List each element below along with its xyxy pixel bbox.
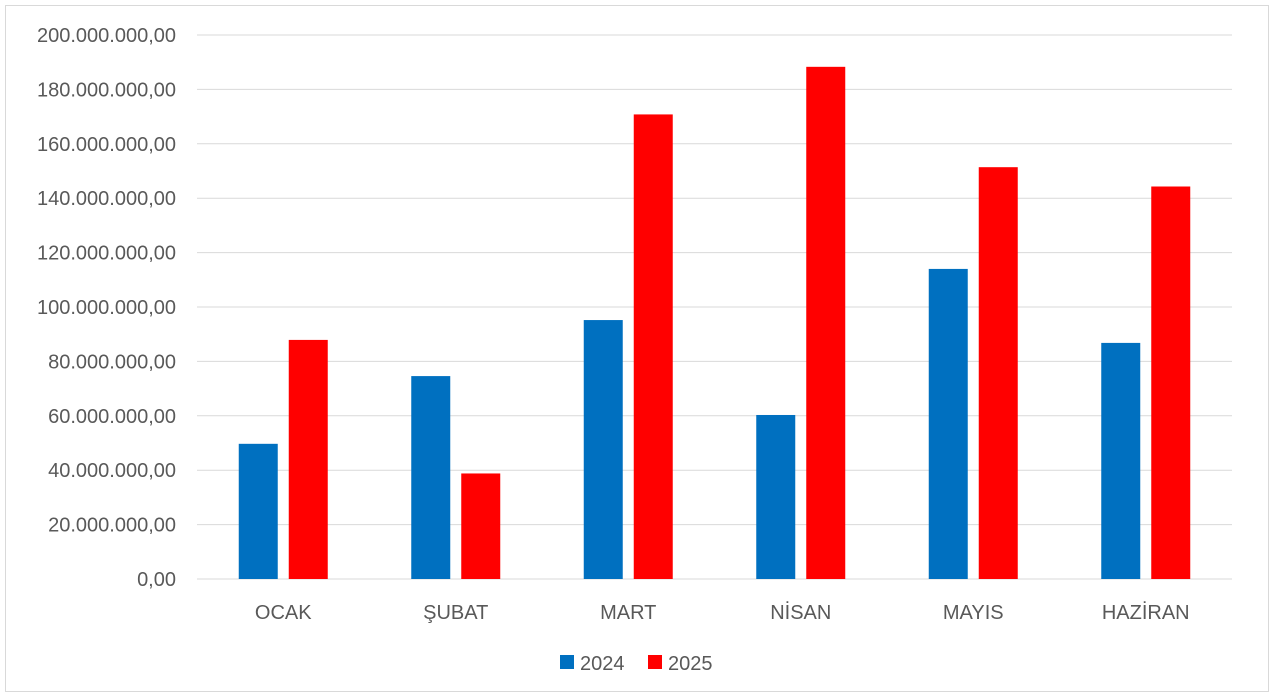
y-tick-label: 180.000.000,00 xyxy=(37,79,176,101)
bar-2024-ni̇san xyxy=(756,414,796,579)
y-tick-label: 160.000.000,00 xyxy=(37,134,176,156)
y-tick-label: 60.000.000,00 xyxy=(48,406,176,428)
bar-2025-şubat xyxy=(461,473,501,579)
y-tick-label: 20.000.000,00 xyxy=(48,515,176,537)
x-category-label: MART xyxy=(600,602,656,624)
y-tick-label: 140.000.000,00 xyxy=(37,188,176,210)
y-axis-tick-labels: 0,00 20.000.000,00 40.000.000,00 60.000.000… xyxy=(37,25,176,591)
bar-2024-mart xyxy=(583,320,623,579)
x-category-label: HAZİRAN xyxy=(1102,601,1190,624)
y-tick-label: 100.000.000,00 xyxy=(37,297,176,319)
y-tick-label: 200.000.000,00 xyxy=(37,25,176,47)
y-tick-label: 40.000.000,00 xyxy=(48,460,176,482)
gridlines xyxy=(197,34,1232,580)
bar-2024-hazi̇ran xyxy=(1101,342,1141,579)
x-category-label: NİSAN xyxy=(770,601,831,624)
y-tick-label: 80.000.000,00 xyxy=(48,351,176,373)
bar-2024-ocak xyxy=(238,443,278,579)
bar-2025-mayis xyxy=(978,167,1018,579)
bar-2024-mayis xyxy=(928,268,968,579)
legend-label-2025: 2025 xyxy=(668,653,713,675)
bars xyxy=(238,66,1191,580)
x-category-label: MAYIS xyxy=(943,602,1004,624)
legend-swatch-2025 xyxy=(648,655,662,669)
bar-2025-mart xyxy=(633,114,673,579)
legend: 2024 2025 xyxy=(560,653,713,675)
bar-2025-ni̇san xyxy=(806,66,846,580)
bar-2025-ocak xyxy=(288,339,328,579)
legend-label-2024: 2024 xyxy=(580,653,625,675)
bar-2024-şubat xyxy=(411,376,451,579)
x-axis-category-labels: OCAK ŞUBAT MART NİSAN MAYIS HAZİRAN xyxy=(255,601,1190,624)
y-tick-label: 0,00 xyxy=(137,569,176,591)
bar-2025-hazi̇ran xyxy=(1151,186,1191,579)
x-category-label: OCAK xyxy=(255,602,312,624)
legend-swatch-2024 xyxy=(560,655,574,669)
y-tick-label: 120.000.000,00 xyxy=(37,243,176,265)
x-category-label: ŞUBAT xyxy=(423,602,488,624)
